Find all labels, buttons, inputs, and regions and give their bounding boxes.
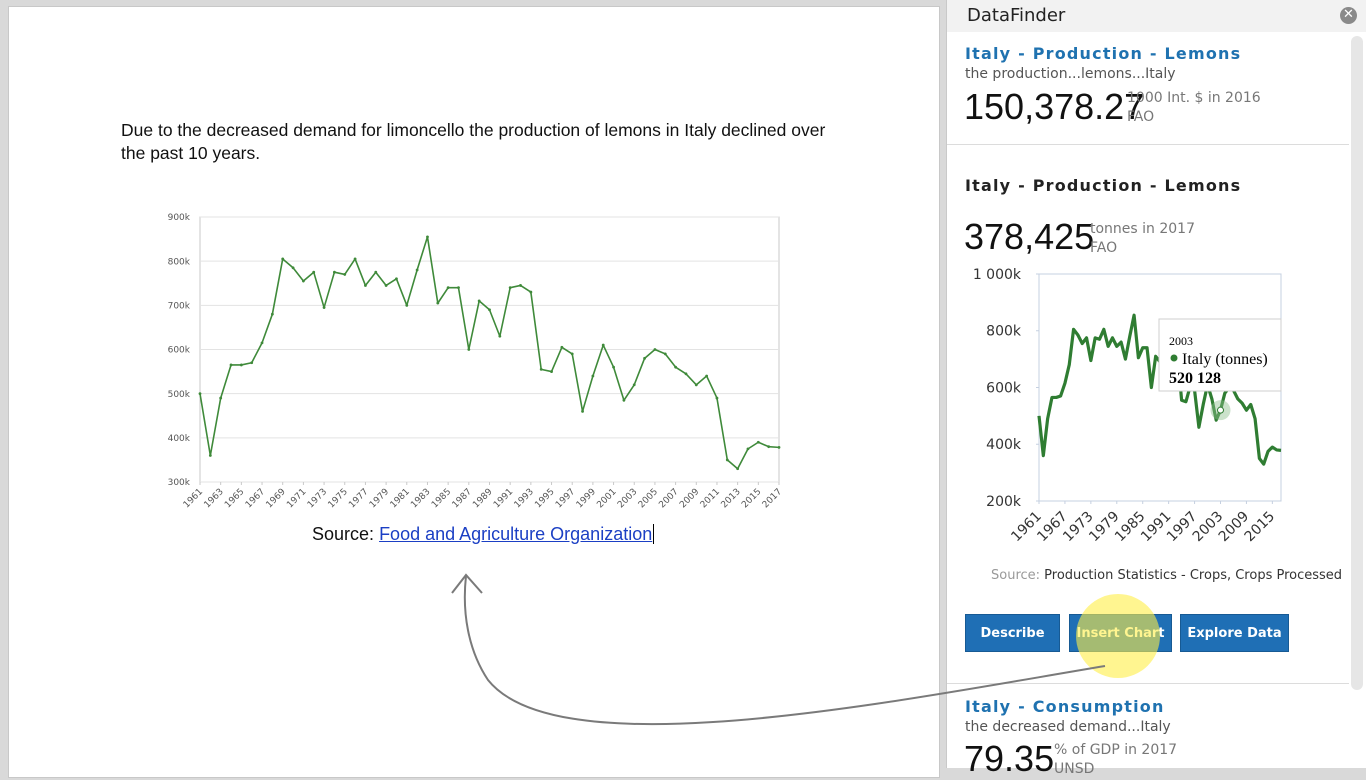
card-title: Italy - Production - Lemons (965, 176, 1242, 195)
card-title[interactable]: Italy - Consumption (965, 697, 1165, 716)
card-value: 79.35 (964, 738, 1055, 779)
sidebar-header (947, 0, 1366, 32)
card-subtitle: the decreased demand...Italy (965, 719, 1171, 735)
chart-source-text: Production Statistics - Crops, Crops Pro… (1044, 568, 1343, 583)
card-unit: 1000 Int. $ in 2016 FAO (1127, 89, 1261, 127)
explore-data-button[interactable]: Explore Data (1180, 614, 1289, 652)
card-subtitle: the production...lemons...Italy (965, 66, 1176, 82)
separator (947, 683, 1349, 684)
unit: % of GDP in 2017 (1054, 742, 1178, 758)
card-value: 378,425 (964, 216, 1095, 257)
chart-source: Source: Production Statistics - Crops, C… (991, 568, 1342, 583)
sidebar-title: DataFinder (967, 5, 1066, 26)
insert-chart-button[interactable]: Insert Chart (1069, 614, 1172, 652)
describe-button[interactable]: Describe (965, 614, 1060, 652)
unit: 1000 Int. $ in 2016 (1127, 90, 1261, 106)
source: FAO (1090, 240, 1118, 256)
paragraph: Due to the decreased demand for limoncel… (121, 120, 826, 163)
card-unit: tonnes in 2017 FAO (1090, 220, 1195, 258)
close-button[interactable]: ✕ (1340, 7, 1357, 24)
scrollbar[interactable] (1351, 36, 1363, 690)
source-label: Source: (312, 524, 375, 544)
card-value: 150,378.27 (964, 86, 1145, 127)
source: UNSD (1054, 761, 1095, 777)
chart-source-label: Source: (991, 568, 1041, 583)
source-line: Source: Food and Agriculture Organizatio… (312, 524, 655, 545)
card-title[interactable]: Italy - Production - Lemons (965, 44, 1242, 63)
source-link[interactable]: Food and Agriculture Organization (379, 524, 655, 544)
source: FAO (1127, 109, 1155, 125)
unit: tonnes in 2017 (1090, 221, 1195, 237)
sidebar: DataFinder ✕ Italy - Production - Lemons… (946, 0, 1366, 779)
card-unit: % of GDP in 2017 UNSD (1054, 741, 1177, 779)
separator (947, 144, 1349, 145)
